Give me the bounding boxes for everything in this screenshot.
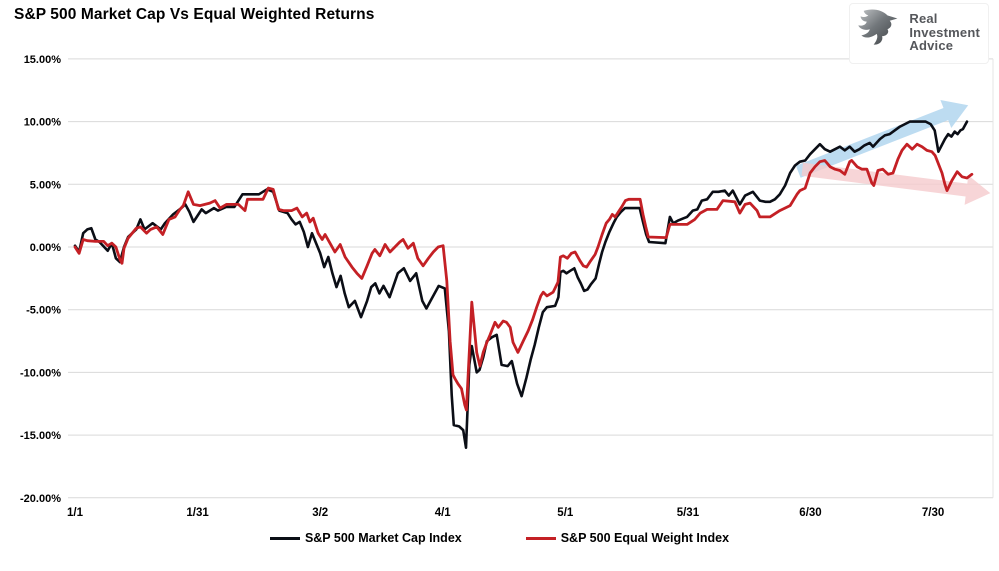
logo-text-line1: Real bbox=[909, 11, 938, 27]
x-axis-tick-label: 3/2 bbox=[312, 507, 328, 519]
real-investment-advice-logo: Real Investment Advice bbox=[849, 3, 989, 64]
chart-title: S&P 500 Market Cap Vs Equal Weighted Ret… bbox=[14, 6, 375, 23]
x-axis-tick-label: 6/30 bbox=[799, 507, 821, 519]
y-axis-tick-label: 0.00% bbox=[30, 242, 61, 254]
y-axis-tick-label: -5.00% bbox=[26, 305, 61, 317]
legend-item-market-cap: S&P 500 Market Cap Index bbox=[269, 531, 462, 545]
logo-text-line3: Advice bbox=[909, 38, 954, 54]
x-axis-tick-label: 7/30 bbox=[922, 507, 944, 519]
x-axis-tick-label: 4/1 bbox=[435, 507, 452, 519]
legend-label-market-cap: S&P 500 Market Cap Index bbox=[304, 531, 462, 545]
legend-item-equal-weight: S&P 500 Equal Weight Index bbox=[525, 531, 730, 545]
series-line-market-cap bbox=[73, 120, 969, 450]
x-axis-tick-label: 5/1 bbox=[557, 507, 574, 519]
y-axis-tick-label: 10.00% bbox=[24, 117, 62, 129]
y-axis-tick-label: -10.00% bbox=[20, 367, 61, 379]
logo-text: Real Investment Advice bbox=[909, 12, 980, 53]
logo-text-line2: Investment bbox=[909, 24, 980, 40]
legend-label-equal-weight: S&P 500 Equal Weight Index bbox=[560, 531, 730, 545]
y-axis-tick-label: 5.00% bbox=[30, 179, 61, 191]
legend-swatch-equal-weight-line bbox=[525, 536, 556, 540]
eagle-icon bbox=[856, 8, 902, 57]
y-axis-tick-label: -20.00% bbox=[20, 493, 61, 505]
downtrend-arrow bbox=[801, 162, 991, 205]
legend: S&P 500 Market Cap Index S&P 500 Equal W… bbox=[0, 531, 999, 545]
x-axis-tick-label: 1/31 bbox=[186, 507, 209, 519]
series-line-equal-weight bbox=[73, 142, 974, 412]
x-axis-tick-label: 5/31 bbox=[677, 507, 700, 519]
legend-swatch-market-cap-line bbox=[269, 536, 300, 540]
y-axis-tick-label: -15.00% bbox=[20, 430, 61, 442]
y-axis-tick-label: 15.00% bbox=[24, 54, 62, 66]
x-axis-tick-label: 1/1 bbox=[67, 507, 84, 519]
